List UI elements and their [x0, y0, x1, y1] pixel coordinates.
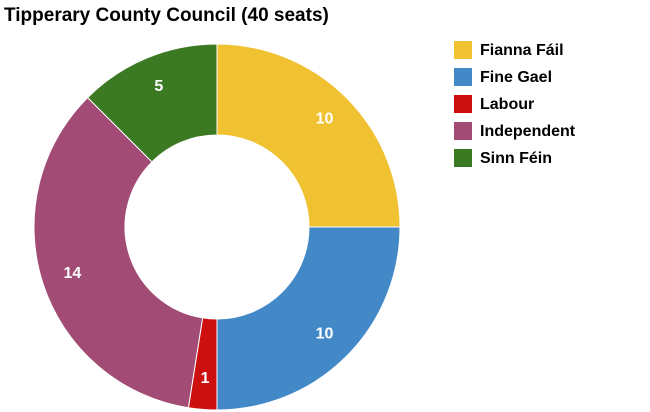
- legend-text: Labour: [480, 96, 534, 113]
- legend-swatch: [454, 41, 472, 59]
- value-label: 5: [154, 78, 163, 95]
- value-label: 10: [316, 326, 334, 343]
- slice: [216, 226, 401, 411]
- legend-swatch: [454, 149, 472, 167]
- legend-text: Sinn Féin: [480, 150, 552, 167]
- legend-swatch: [454, 122, 472, 140]
- slice: [33, 96, 204, 409]
- value-label: 1: [201, 370, 210, 387]
- legend-text: Fine Gael: [480, 69, 552, 86]
- legend-swatch: [454, 68, 472, 86]
- legend-text: Independent: [480, 123, 576, 140]
- value-label: 14: [64, 265, 82, 282]
- legend-swatch: [454, 95, 472, 113]
- slice: [86, 43, 218, 163]
- legend-text: Fianna Fáil: [480, 42, 564, 59]
- value-label: 10: [316, 111, 334, 128]
- slice: [216, 43, 401, 228]
- chart-title: Tipperary County Council (40 seats): [4, 5, 329, 26]
